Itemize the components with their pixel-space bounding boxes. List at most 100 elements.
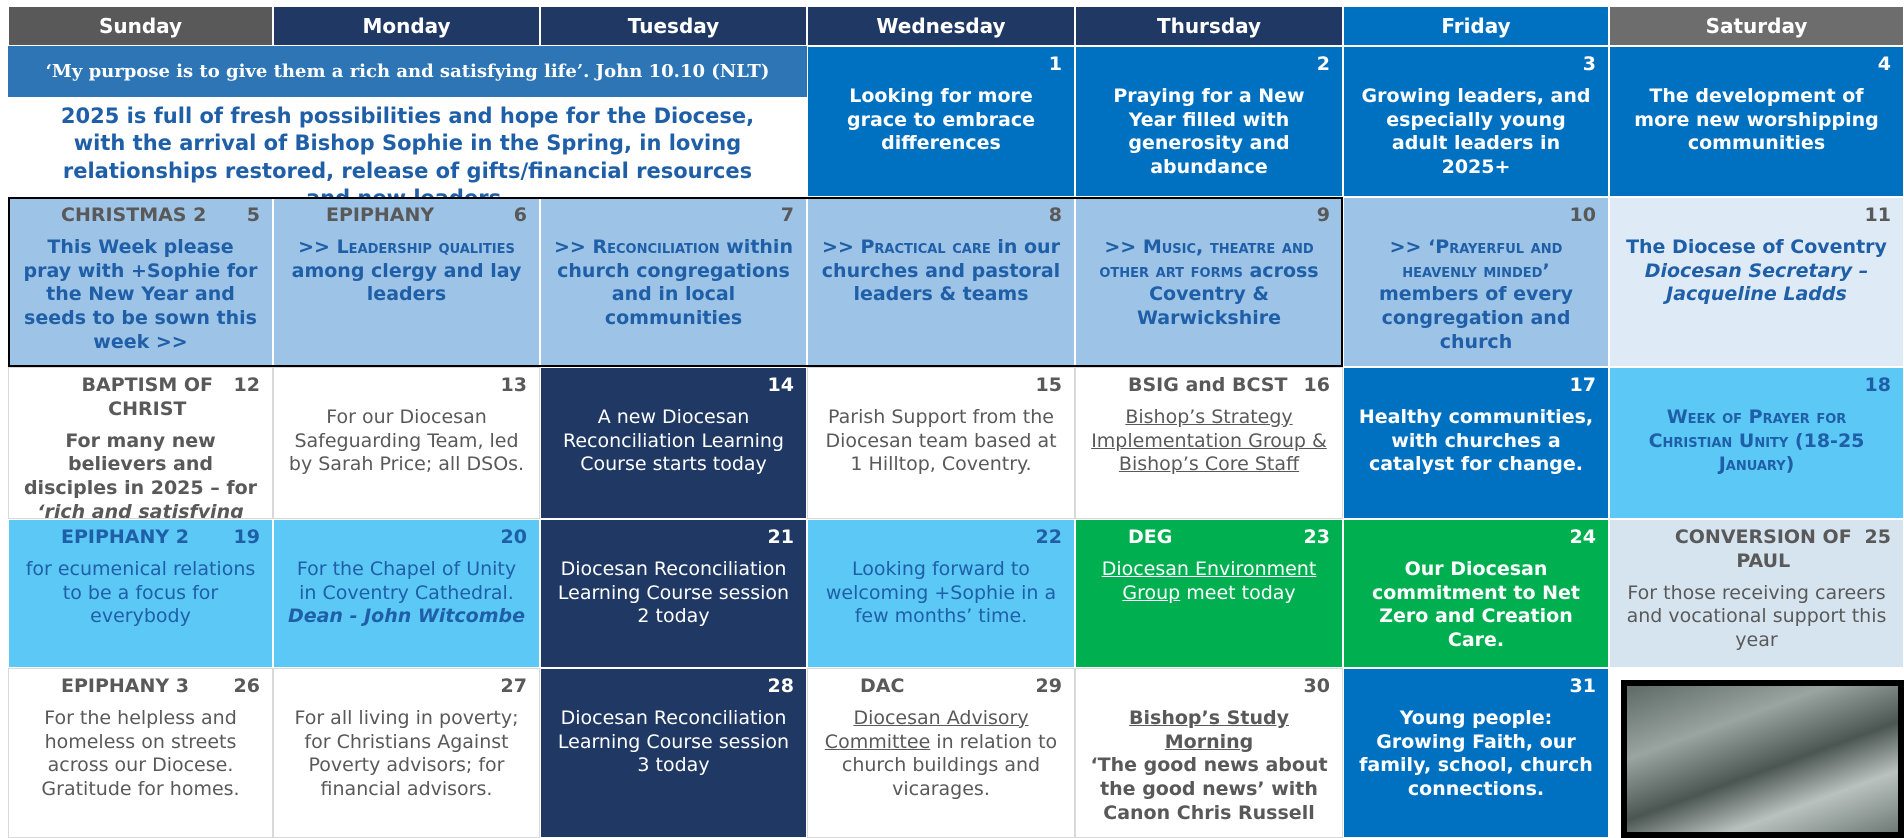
text-part: >> Leadership qualities: [298, 235, 515, 258]
day-number: 25: [1864, 526, 1891, 548]
holy-day-label: EPIPHANY: [326, 204, 435, 226]
day-cell: 15 Parish Support from the Diocesan team …: [807, 367, 1075, 519]
day-number: 7: [780, 204, 794, 226]
cell-header: 21: [553, 526, 794, 550]
cell-text: For the Chapel of Unity in Coventry Cath…: [286, 558, 527, 629]
text-part: Bishop’s Strategy Implementation Group &…: [1091, 405, 1327, 476]
cell-text: for ecumenical relations to be a focus f…: [21, 558, 260, 629]
day-cell: 14 A new Diocesan Reconciliation Learning…: [540, 367, 807, 519]
text-part: >> Reconciliation: [554, 235, 720, 258]
text-part: Diocesan Reconciliation Learning Course …: [557, 706, 790, 777]
day-number: 24: [1569, 526, 1596, 548]
day-cell: BAPTISM OF CHRIST 12 For many new believer…: [8, 367, 273, 519]
cell-text: Healthy communities, with churches a cat…: [1356, 406, 1596, 477]
cell-header: 2: [1088, 53, 1330, 77]
text-part: in our churches and pastoral leaders & t…: [821, 235, 1061, 306]
cell-header: 4: [1622, 53, 1891, 77]
cell-header: BAPTISM OF CHRIST 12: [21, 374, 260, 422]
text-part: Looking for more grace to embrace differ…: [847, 84, 1035, 155]
holy-day-label: DAC: [860, 675, 905, 697]
day-number: 12: [233, 374, 260, 396]
cell-text: The Diocese of Coventry Diocesan Secretar…: [1622, 236, 1891, 307]
cell-header: 28: [553, 675, 794, 699]
day-number: 18: [1864, 374, 1891, 396]
text-part: For the Chapel of Unity in Coventry Cath…: [296, 557, 517, 604]
text-part: Young people: Growing Faith, our family,…: [1359, 706, 1593, 800]
cell-header: DEG 23: [1088, 526, 1330, 550]
day-number: 19: [233, 526, 260, 548]
cell-header: CHRISTMAS 2 5: [21, 204, 260, 228]
day-cell: 10 >> ‘Prayerful and heavenly minded’ mem…: [1343, 197, 1609, 367]
day-number: 1: [1048, 53, 1062, 75]
cell-text: For all living in poverty; for Christian…: [286, 707, 527, 802]
text-part: Diocesan Advisory Committee: [824, 706, 1029, 753]
cell-header: 24: [1356, 526, 1596, 550]
text-part: For the helpless and homeless on streets…: [41, 706, 240, 800]
day-cell: 21 Diocesan Reconciliation Learning Cours…: [540, 519, 807, 668]
day-number: 31: [1569, 675, 1596, 697]
cell-header: 22: [820, 526, 1062, 550]
cell-header: 20: [286, 526, 527, 550]
cell-header: 30: [1088, 675, 1330, 699]
cell-text: For the helpless and homeless on streets…: [21, 707, 260, 802]
cell-text: This Week please pray with +Sophie for t…: [21, 236, 260, 355]
cell-text: Parish Support from the Diocesan team ba…: [820, 406, 1062, 477]
banner-message: 2025 is full of fresh possibilities and …: [60, 104, 755, 210]
text-part: in relation to church buildings and vica…: [841, 730, 1058, 801]
day-number: 14: [767, 374, 794, 396]
cell-header: CONVERSION OF PAUL 25: [1622, 526, 1891, 574]
cell-header: 31: [1356, 675, 1596, 699]
text-part: Dean - John Witcombe: [287, 605, 526, 628]
cell-header: 3: [1356, 53, 1596, 77]
holy-day-label: BAPTISM OF CHRIST: [81, 374, 214, 420]
cell-header: BSIG and BCST 16: [1088, 374, 1330, 398]
day-cell: 31 Young people: Growing Faith, our famil…: [1343, 668, 1609, 838]
day-number: 17: [1569, 374, 1596, 396]
holy-day-label: EPIPHANY 3: [61, 675, 189, 697]
text-part: >> Music, theatre and other art forms: [1099, 235, 1314, 282]
text-part: Parish Support from the Diocesan team ba…: [825, 405, 1057, 476]
cell-header: 7: [553, 204, 794, 228]
text-part: Our Diocesan commitment to Net Zero and …: [1371, 557, 1581, 651]
cell-text: >> Leadership qualities among clergy and…: [286, 236, 527, 307]
day-cell: 18 Week of Prayer for Christian Unity (18…: [1609, 367, 1904, 519]
day-number: 30: [1303, 675, 1330, 697]
day-number: 8: [1048, 204, 1062, 226]
text-part: Week of Prayer for Christian Unity (18-2…: [1648, 405, 1865, 476]
day-cell: 30 Bishop’s Study Morning ‘The good news a…: [1075, 668, 1343, 838]
text-part: for ecumenical relations to be a focus f…: [25, 557, 256, 628]
day-cell: 9 >> Music, theatre and other art forms a…: [1075, 197, 1343, 367]
cell-text: Looking for more grace to embrace differ…: [820, 85, 1062, 156]
cell-header: 11: [1622, 204, 1891, 228]
text-part: ‘The good news about the good news’ with…: [1090, 754, 1328, 824]
cell-header: EPIPHANY 3 26: [21, 675, 260, 699]
day-number: 27: [500, 675, 527, 697]
text-part: >> ‘Prayerful and heavenly minded’: [1389, 235, 1563, 282]
cell-header: 18: [1622, 374, 1891, 398]
text-part: This Week please pray with +Sophie for t…: [23, 235, 258, 353]
text-part: within church congregations and in local…: [557, 235, 793, 329]
day-header: Friday: [1343, 6, 1609, 46]
day-cell: 20 For the Chapel of Unity in Coventry Ca…: [273, 519, 540, 668]
cell-text: Bishop’s Study Morning ‘The good news abo…: [1088, 707, 1330, 826]
text-part: For many new believers and disciples in …: [23, 429, 258, 500]
text-part: Diocesan Secretary – Jacqueline Ladds: [1644, 259, 1869, 306]
day-cell: 7 >> Reconciliation within church congreg…: [540, 197, 807, 367]
text-part: The Diocese of Coventry: [1626, 235, 1887, 258]
day-cell: 27 For all living in poverty; for Christi…: [273, 668, 540, 838]
cell-text: Growing leaders, and especially young ad…: [1356, 85, 1596, 180]
cell-text: Diocesan Reconciliation Learning Course …: [553, 558, 794, 629]
text-part: A new Diocesan Reconciliation Learning C…: [563, 405, 784, 476]
text-part: among clergy and lay leaders: [291, 259, 522, 306]
banner-quote: ‘My purpose is to give them a rich and s…: [8, 46, 807, 97]
day-header: Tuesday: [540, 6, 807, 46]
cell-text: The development of more new worshipping …: [1622, 85, 1891, 156]
week-outline: [8, 197, 1343, 367]
text-part: For our Diocesan Safeguarding Team, led …: [288, 405, 525, 476]
day-cell: DEG 23 Diocesan Environment Group meet tod…: [1075, 519, 1343, 668]
day-cell: EPIPHANY 3 26 For the helpless and homeles…: [8, 668, 273, 838]
day-cell: DAC 29 Diocesan Advisory Committee in rela…: [807, 668, 1075, 838]
day-number: 29: [1035, 675, 1062, 697]
day-cell: 2 Praying for a New Year filled with gene…: [1075, 46, 1343, 197]
